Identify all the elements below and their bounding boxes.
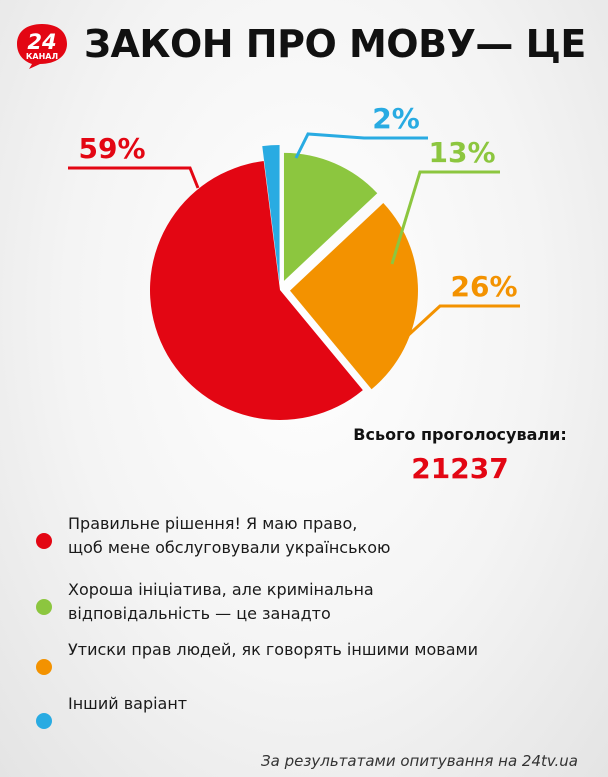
legend-label: Хороша ініціатива, але кримінальна відпо… (68, 580, 374, 623)
legend-item-correct-decision: Правильне рішення! Я маю право, щоб мене… (36, 512, 390, 560)
pie-slice (149, 161, 363, 420)
pie-chart: 59% 13% 26% 2% (68, 102, 520, 420)
leader-line (390, 170, 500, 265)
pie-slice (283, 152, 378, 281)
legend-item-good-initiative: Хороша ініціатива, але кримінальна відпо… (36, 578, 374, 626)
leader-line (68, 166, 200, 189)
total-votes-label: Всього проголосували: (353, 425, 567, 444)
legend-dot (36, 659, 52, 675)
leader-line (294, 132, 428, 159)
page-title: ЗАКОН ПРО МОВУ— ЦЕ (84, 22, 586, 66)
total-votes-value: 21237 (411, 452, 509, 485)
pie-slice (289, 203, 418, 390)
logo-text: КАНАЛ (26, 52, 58, 61)
source-note: За результатами опитування на 24tv.ua (261, 752, 578, 770)
data-label: 2% (372, 102, 420, 135)
channel-24-logo: 24 КАНАЛ (17, 24, 67, 69)
legend-label: Утиски прав людей, як говорять іншими мо… (68, 640, 478, 659)
leader-line (388, 304, 520, 354)
legend-item-other: Інший варіант (36, 692, 187, 729)
legend-label: Інший варіант (68, 694, 188, 713)
legend-dot (36, 713, 52, 729)
data-label: 59% (78, 132, 145, 165)
legend-label: Правильне рішення! Я маю право, щоб мене… (68, 514, 391, 557)
pie-slice (262, 145, 280, 284)
legend-dot (36, 533, 52, 549)
data-label: 26% (450, 270, 517, 303)
legend-dot (36, 599, 52, 615)
data-label: 13% (428, 136, 495, 169)
legend-item-rights-infringement: Утиски прав людей, як говорять іншими мо… (36, 638, 478, 675)
logo-number: 24 (27, 30, 56, 54)
